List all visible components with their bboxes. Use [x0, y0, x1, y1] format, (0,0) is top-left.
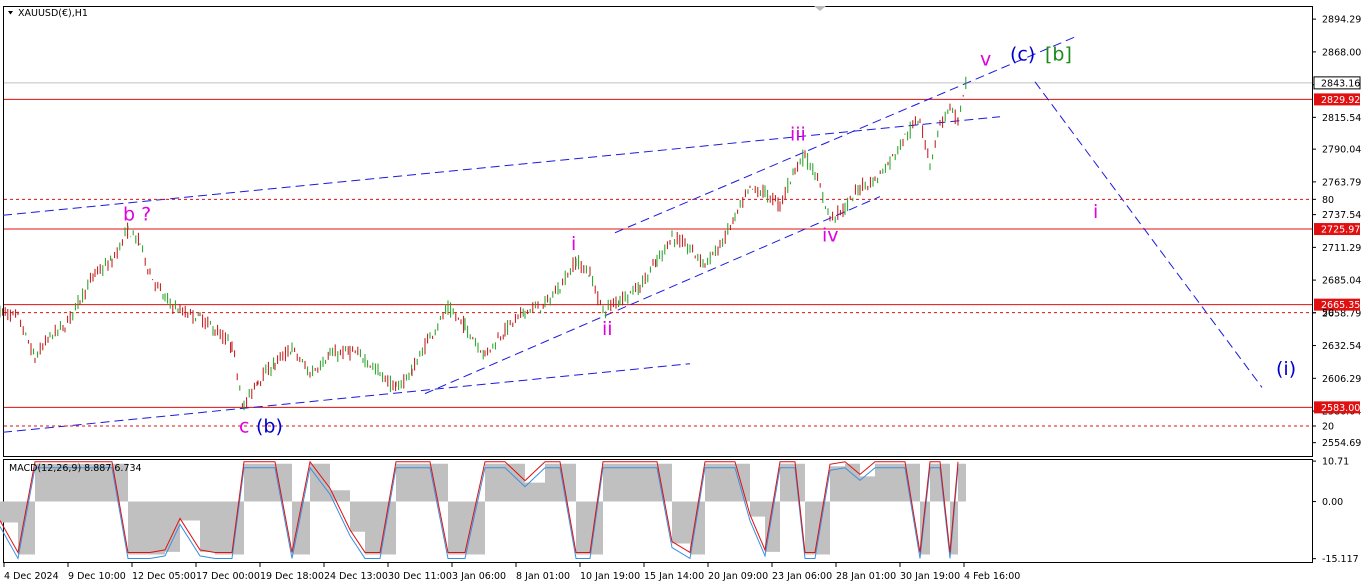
time-tick-label: 4 Feb 16:00: [964, 571, 1020, 582]
time-tick-label: 19 Dec 18:00: [260, 571, 324, 582]
time-tick-label: 12 Dec 05:00: [132, 571, 196, 582]
wave-label: [b]: [1045, 44, 1072, 66]
macd-tick-label: 80: [1322, 195, 1334, 206]
price-tick-label: 2606.29: [1322, 374, 1361, 385]
time-tick-label: 28 Jan 01:00: [836, 571, 896, 582]
time-tick-label: 4 Dec 2024: [4, 571, 59, 582]
macd-tick-label: -15.117: [1322, 554, 1359, 565]
macd-label: MACD(12,26,9) 8.887 6.734: [9, 463, 142, 474]
current-price-box: [1313, 76, 1361, 90]
level-price-box: [1314, 298, 1360, 311]
wave-label: v: [980, 49, 991, 71]
level-price-label: 2829.92: [1321, 95, 1360, 106]
price-tick-label: 2554.69: [1322, 438, 1361, 449]
time-tick-label: 3 Jan 06:00: [452, 571, 506, 582]
price-axis: 2894.292868.002841.712815.542790.042763.…: [1312, 15, 1361, 449]
wave-label: (c): [1010, 44, 1035, 66]
level-price-label: 2725.97: [1321, 225, 1360, 236]
price-tick-label: 2711.29: [1322, 243, 1361, 254]
price-tick-label: 2658.79: [1322, 308, 1361, 319]
time-tick-label: 20 Jan 09:00: [708, 571, 768, 582]
level-price-label: 2665.35: [1321, 300, 1360, 311]
price-tick-label: 2632.54: [1322, 341, 1361, 352]
trendlines: [2, 36, 1263, 433]
level-price-box: [1314, 223, 1360, 236]
price-tick-label: 2868.00: [1322, 47, 1361, 58]
trendline[interactable]: [424, 196, 881, 395]
symbol-label: XAUUSD(€),H1: [18, 8, 88, 19]
price-series: [0, 76, 967, 411]
symbol-dropdown-icon[interactable]: [8, 11, 13, 15]
level-price-box: [1314, 93, 1360, 106]
price-tick-label: 2685.04: [1322, 276, 1361, 287]
price-tick-label: 2763.79: [1322, 177, 1361, 188]
wave-label: i: [571, 233, 576, 255]
wave-label: ii: [602, 318, 613, 340]
time-tick-label: 30 Jan 19:00: [900, 571, 960, 582]
time-tick-label: 10 Jan 19:00: [580, 571, 640, 582]
time-tick-label: 24 Dec 13:00: [324, 571, 388, 582]
price-tick-label: 2790.04: [1322, 145, 1361, 156]
macd-tick-label: 20: [1322, 422, 1334, 433]
price-tick-label: 2894.29: [1322, 15, 1361, 26]
scroll-marker-icon[interactable]: [814, 6, 826, 11]
macd-tick-label: 50: [1322, 308, 1334, 319]
wave-label: (b): [256, 415, 283, 437]
main-pane[interactable]: [3, 6, 1313, 457]
level-price-label: 2583.00: [1321, 403, 1360, 414]
time-tick-label: 9 Dec 10:00: [68, 571, 126, 582]
current-price-label: 2843.16: [1321, 78, 1360, 89]
price-tick-label: 2737.54: [1322, 210, 1361, 221]
wave-label: (i): [1276, 358, 1296, 380]
macd-signal-line: [0, 460, 959, 554]
trendline[interactable]: [2, 116, 1001, 216]
horizontal-levels: [4, 82, 1312, 408]
trendline[interactable]: [1034, 81, 1263, 388]
time-tick-label: 30 Dec 11:00: [388, 571, 452, 582]
time-tick-label: 15 Jan 14:00: [644, 571, 704, 582]
macd-tick-label: 0.00: [1322, 497, 1343, 508]
wave-label: iii: [790, 123, 806, 145]
macd-main-line: [0, 466, 959, 560]
time-tick-label: 17 Dec 00:00: [196, 571, 260, 582]
macd-histogram: [0, 463, 966, 555]
wave-label: iv: [822, 224, 839, 246]
time-axis: 4 Dec 2024 9 Dec 10:00 12 Dec 05:00 17 Dec …: [3, 563, 1020, 582]
wave-label: b ?: [123, 203, 151, 225]
macd-tick-label: 10.71: [1322, 457, 1349, 468]
macd-axis: 10.71 80 0.00 50 20 -15.117: [1312, 195, 1359, 565]
level-price-box: [1314, 401, 1360, 414]
trendline[interactable]: [2, 363, 691, 433]
time-tick-label: 23 Jan 06:00: [772, 571, 832, 582]
time-tick-label: 8 Jan 01:00: [516, 571, 570, 582]
macd-indicator: [0, 198, 1312, 560]
wave-label: c: [239, 415, 249, 437]
price-tick-label: 2815.54: [1322, 113, 1361, 124]
wave-label: i: [1093, 201, 1098, 223]
